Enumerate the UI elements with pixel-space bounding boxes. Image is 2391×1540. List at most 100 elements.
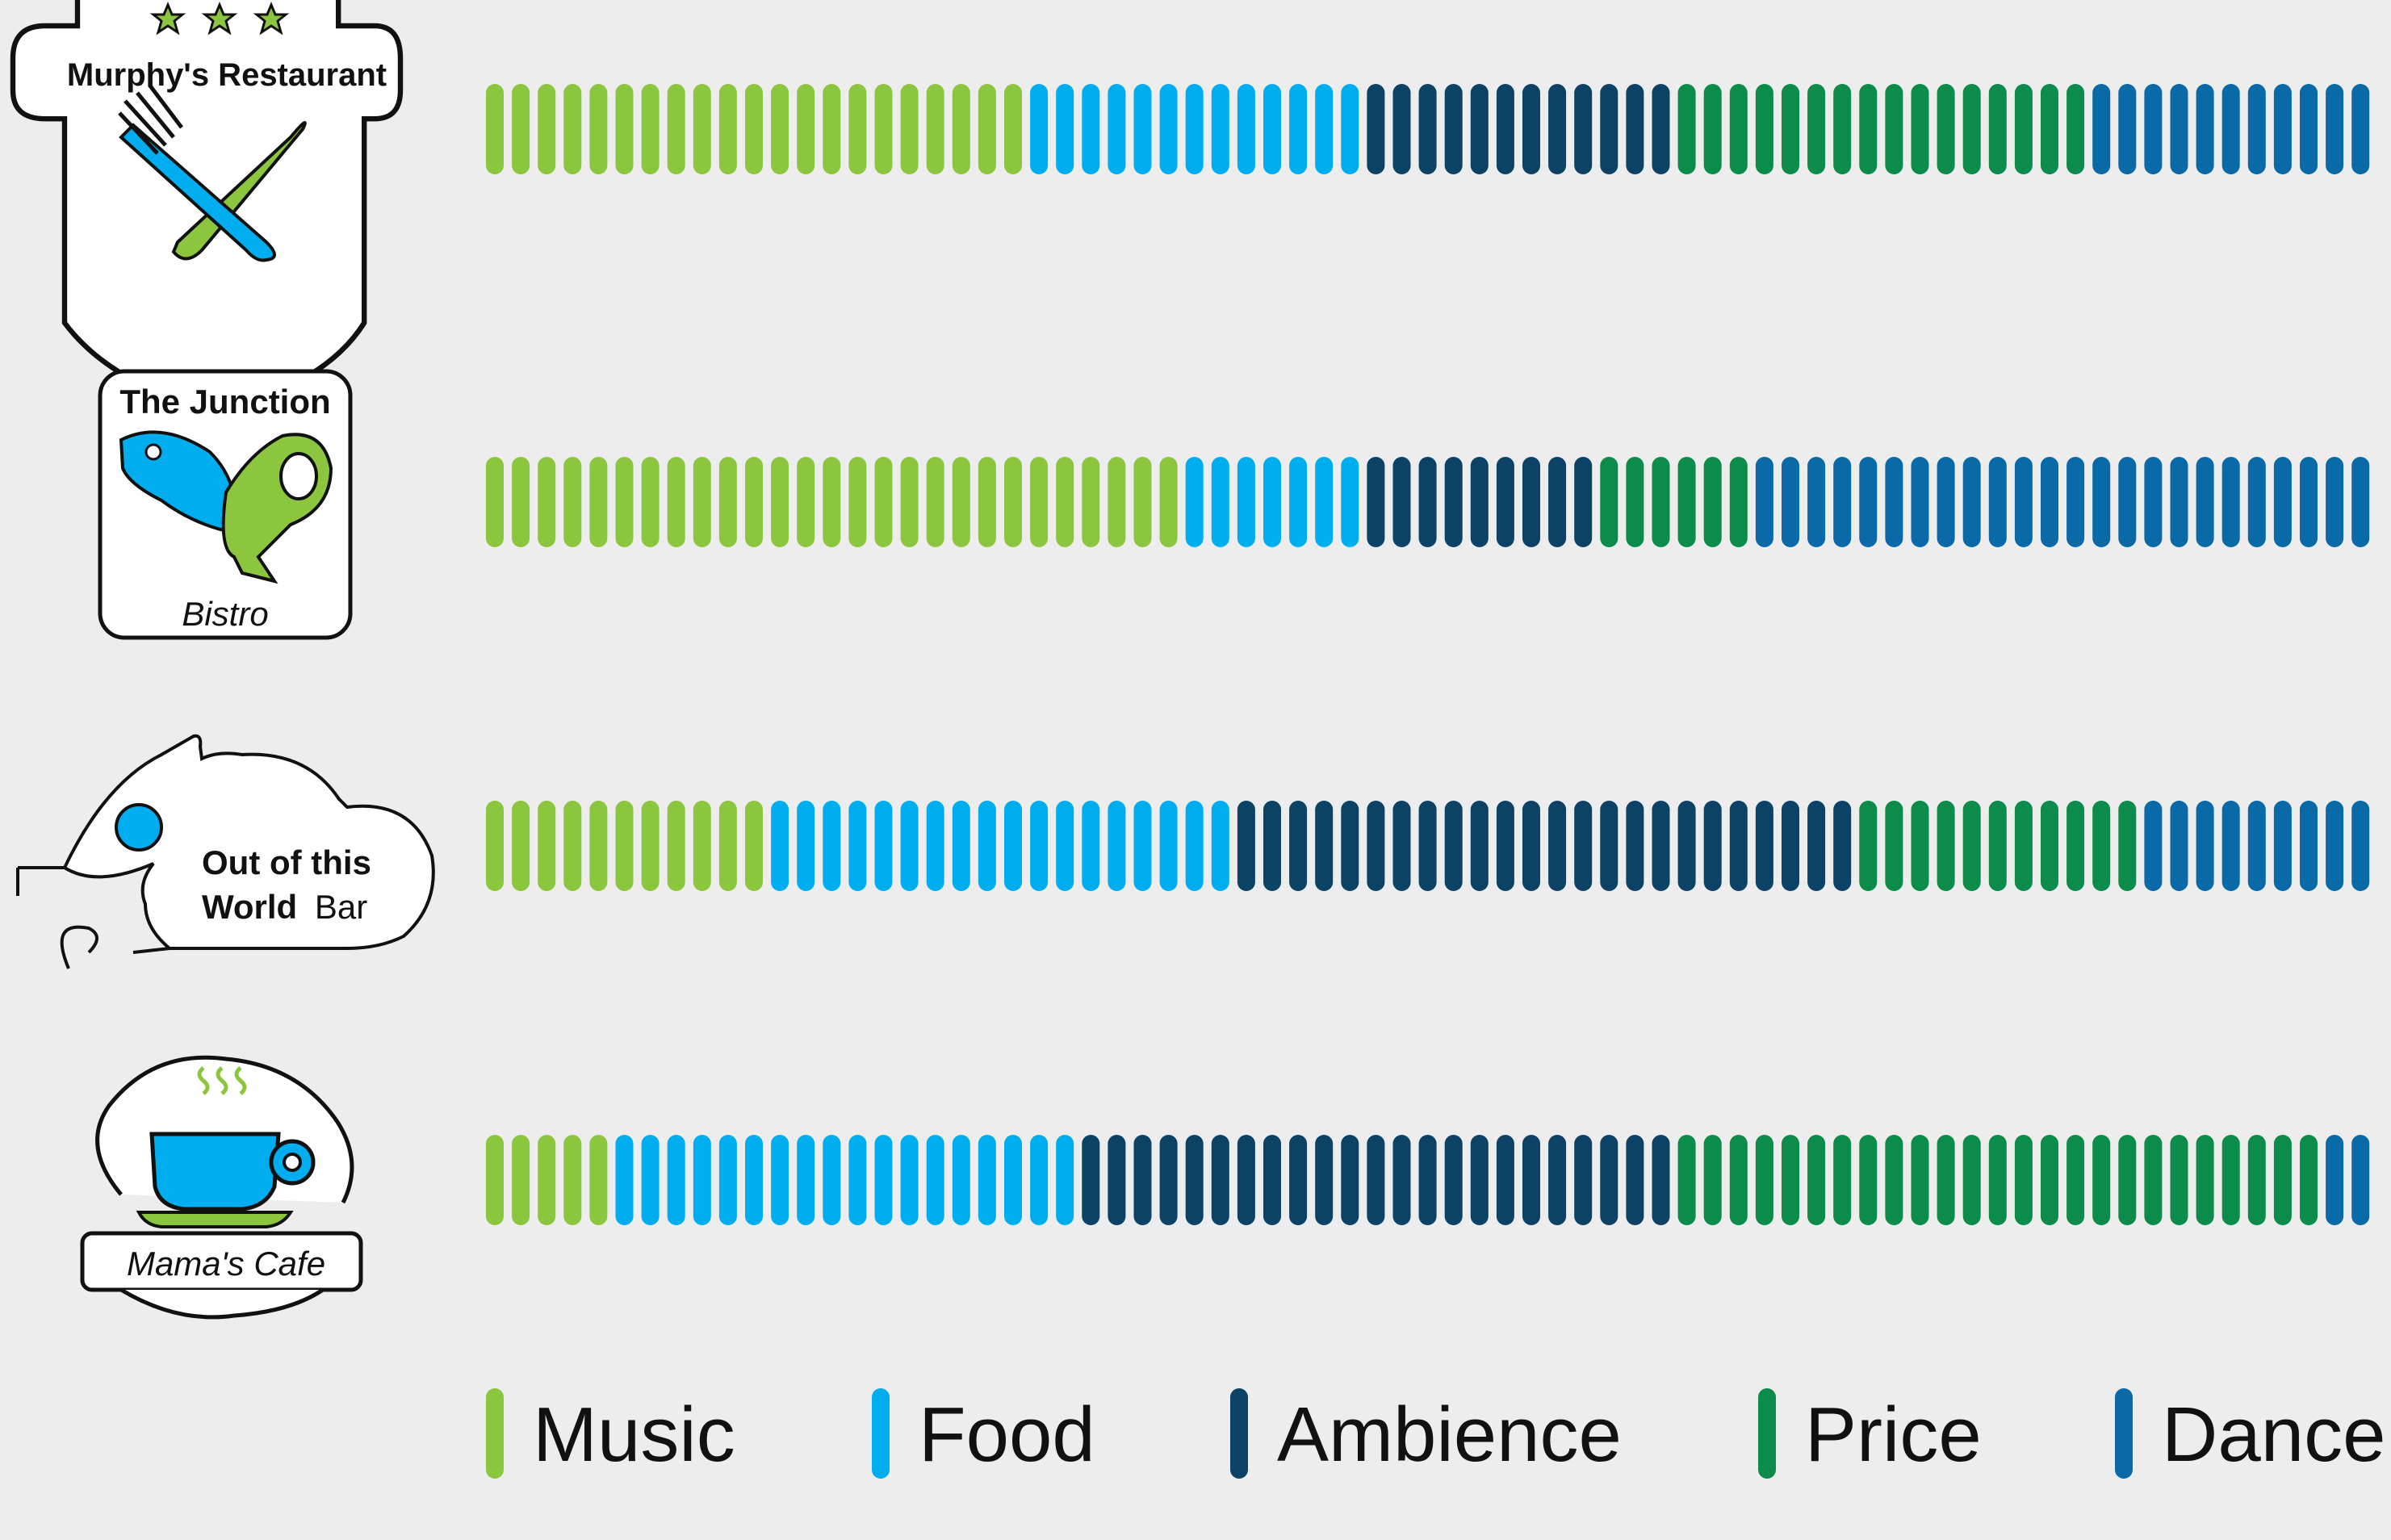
- tally-mark-ambience: [1677, 801, 1696, 891]
- tally-mark-ambience: [1444, 801, 1463, 891]
- tally-row-1: [486, 457, 2370, 547]
- tally-mark-ambience: [1522, 1135, 1540, 1225]
- tally-mark-music: [745, 801, 763, 891]
- tally-mark-price: [1755, 1135, 1773, 1225]
- tally-mark-music: [926, 457, 944, 547]
- tally-mark-dance: [1962, 457, 1981, 547]
- tally-mark-ambience: [1548, 1135, 1567, 1225]
- tally-mark-ambience: [1108, 1135, 1126, 1225]
- tally-mark-food: [1185, 801, 1204, 891]
- tally-mark-dance: [2221, 801, 2240, 891]
- tally-mark-price: [1677, 84, 1696, 174]
- tally-mark-food: [823, 801, 841, 891]
- tally-bars: [486, 84, 2370, 1225]
- fork-knife-icon: [118, 83, 307, 262]
- tally-mark-price: [1833, 84, 1852, 174]
- tally-mark-music: [745, 457, 763, 547]
- tally-mark-ambience: [1522, 801, 1540, 891]
- tally-mark-music: [718, 84, 737, 174]
- tally-mark-price: [1911, 1135, 1929, 1225]
- legend-swatch: [1230, 1388, 1248, 1479]
- legend-label: Food: [919, 1391, 1095, 1478]
- junction-subtitle: Bistro: [182, 595, 268, 633]
- tally-mark-ambience: [1470, 84, 1489, 174]
- tally-mark-music: [848, 457, 867, 547]
- star-icon: [201, 2, 238, 36]
- tally-mark-food: [900, 1135, 919, 1225]
- tally-mark-ambience: [1082, 1135, 1100, 1225]
- tally-mark-price: [2014, 84, 2033, 174]
- tally-mark-dance: [2041, 457, 2058, 547]
- tally-mark-price: [1859, 84, 1878, 174]
- tally-mark-price: [2041, 1135, 2058, 1225]
- tally-mark-ambience: [1289, 1135, 1308, 1225]
- tally-mark-music: [900, 84, 919, 174]
- tally-mark-price: [2092, 801, 2111, 891]
- tally-mark-ambience: [1729, 801, 1748, 891]
- tally-mark-price: [1885, 1135, 1903, 1225]
- tally-mark-price: [2118, 801, 2137, 891]
- tally-mark-dance: [1937, 457, 1955, 547]
- tally-mark-music: [1004, 84, 1022, 174]
- tally-mark-ambience: [1367, 801, 1385, 891]
- tally-mark-music: [1030, 457, 1049, 547]
- tally-mark-music: [641, 84, 660, 174]
- tally-mark-dance: [2326, 801, 2344, 891]
- tally-mark-dance: [1755, 457, 1773, 547]
- tally-mark-ambience: [1263, 1135, 1281, 1225]
- tally-mark-price: [1652, 457, 1670, 547]
- tally-mark-price: [2066, 84, 2085, 174]
- tally-mark-price: [1833, 1135, 1852, 1225]
- tally-mark-dance: [1859, 457, 1878, 547]
- tally-mark-music: [538, 1135, 556, 1225]
- tally-mark-price: [2300, 1135, 2318, 1225]
- tally-mark-music: [797, 457, 815, 547]
- tally-mark-music: [512, 84, 530, 174]
- tally-mark-dance: [2092, 457, 2111, 547]
- tally-mark-music: [667, 801, 685, 891]
- tally-mark-price: [1988, 801, 2007, 891]
- tally-mark-food: [900, 801, 919, 891]
- tally-mark-dance: [2273, 801, 2292, 891]
- tally-mark-ambience: [1600, 801, 1618, 891]
- tally-mark-food: [926, 1135, 944, 1225]
- tally-mark-ambience: [1185, 1135, 1204, 1225]
- tally-mark-food: [1082, 84, 1100, 174]
- tally-row-3: [486, 1135, 2370, 1225]
- tally-mark-ambience: [1574, 457, 1593, 547]
- tally-mark-dance: [2118, 84, 2137, 174]
- tally-mark-music: [745, 84, 763, 174]
- tally-mark-price: [2247, 1135, 2266, 1225]
- tally-mark-food: [718, 1135, 737, 1225]
- tally-mark-ambience: [1392, 457, 1411, 547]
- star-icon: [253, 2, 290, 36]
- tally-mark-dance: [1782, 457, 1799, 547]
- tally-mark-dance: [2351, 457, 2370, 547]
- tally-mark-price: [2014, 801, 2033, 891]
- tally-mark-dance: [2326, 457, 2344, 547]
- tally-mark-music: [823, 457, 841, 547]
- tally-mark-food: [1263, 84, 1281, 174]
- alien-eye-icon: [115, 803, 163, 852]
- tally-mark-music: [823, 84, 841, 174]
- tally-mark-price: [1937, 1135, 1955, 1225]
- tally-mark-music: [1108, 457, 1126, 547]
- tally-mark-dance: [2196, 457, 2214, 547]
- tally-mark-dance: [1833, 457, 1852, 547]
- tally-mark-dance: [2092, 84, 2111, 174]
- tally-mark-ambience: [1237, 1135, 1255, 1225]
- tally-mark-price: [1677, 457, 1696, 547]
- tally-mark-food: [1185, 457, 1204, 547]
- tally-mark-ambience: [1341, 1135, 1359, 1225]
- tally-mark-food: [745, 1135, 763, 1225]
- tally-mark-food: [667, 1135, 685, 1225]
- tally-mark-dance: [2351, 1135, 2370, 1225]
- tally-mark-music: [615, 84, 634, 174]
- tally-mark-music: [1056, 457, 1074, 547]
- tally-mark-music: [589, 84, 608, 174]
- legend-swatch: [486, 1388, 504, 1479]
- tally-mark-ambience: [1392, 84, 1411, 174]
- tally-mark-food: [1211, 801, 1229, 891]
- tally-mark-dance: [2273, 457, 2292, 547]
- tally-mark-food: [797, 1135, 815, 1225]
